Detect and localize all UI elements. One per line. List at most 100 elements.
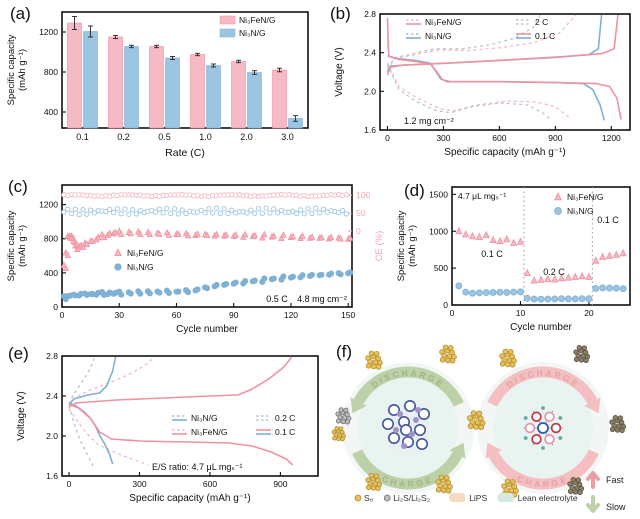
f-legend-label: S₈ bbox=[364, 493, 374, 503]
panel-c-chart: 0 30 60 90 120 150 0 400 800 1200 Cycle number Spec… bbox=[6, 184, 385, 335]
y-tick: 2.8 bbox=[46, 351, 58, 361]
f-legend-label: LiPS bbox=[469, 493, 487, 503]
particle-cluster bbox=[609, 414, 627, 434]
legend-label: 2 C bbox=[535, 17, 548, 27]
x-tick: 90 bbox=[229, 310, 239, 320]
x-axis-label: Specific capacity (mAh g⁻¹) bbox=[444, 147, 565, 158]
curve-Ni₃FeN/G 0.1C charge bbox=[386, 14, 619, 76]
curve-Ni₃FeN/G 2C discharge bbox=[386, 62, 571, 119]
x-tick: 0 bbox=[67, 479, 72, 489]
x-tick: 1200 bbox=[602, 133, 621, 143]
lips-swatch bbox=[449, 493, 466, 502]
x-tick: 3.0 bbox=[281, 132, 294, 142]
x-tick: 0.5 bbox=[158, 132, 171, 142]
bar bbox=[83, 31, 98, 129]
particle-cluster bbox=[331, 426, 346, 442]
particle-cluster bbox=[467, 410, 486, 431]
y-tick: 1200 bbox=[39, 200, 58, 210]
x-tick: 0 bbox=[385, 133, 390, 143]
curve-Ni₃N/G 2C charge bbox=[386, 14, 541, 69]
bar bbox=[124, 46, 139, 129]
bar bbox=[231, 61, 246, 129]
legend-swatch bbox=[219, 15, 236, 25]
y-tick: 1500 bbox=[429, 189, 448, 199]
curve-Ni₃N/G 2C discharge bbox=[386, 64, 553, 121]
x-tick: 0.1 bbox=[76, 132, 89, 142]
cycle-arrow-arc bbox=[353, 366, 464, 407]
x-tick: 120 bbox=[284, 310, 298, 320]
x-tick: 30 bbox=[115, 310, 125, 320]
curve-Ni₃FeN/G 0.1C discharge bbox=[386, 17, 622, 120]
panel-e: (e) 0 300 600 900 1.6 2.0 2.4 2.8 Specific capac… bbox=[0, 340, 330, 519]
x-tick: 300 bbox=[436, 133, 450, 143]
cycle-arrow-arc bbox=[352, 449, 463, 490]
panel-f: (f) DISCHARGE CHARGE DISCHARGE CHARGE Fast Sl… bbox=[330, 340, 640, 519]
annotation: E/S ratio: 4.7 μL mgₛ⁻¹ bbox=[152, 462, 243, 472]
lean-swatch bbox=[497, 493, 514, 502]
legend-label: Ni₃FeN/G bbox=[567, 192, 604, 202]
x-axis-label: Specific capacity (mAh g⁻¹) bbox=[129, 493, 250, 504]
slow-label: Slow bbox=[606, 502, 626, 512]
annotation: 1.2 mg cm⁻² bbox=[404, 116, 454, 126]
plot-frame bbox=[379, 13, 631, 131]
x-tick: 20 bbox=[584, 308, 594, 318]
y-tick: 2.0 bbox=[364, 86, 376, 96]
curve-Ni₃FeN/G 0.2C charge bbox=[68, 356, 156, 406]
fast-arrow-icon bbox=[586, 471, 600, 489]
particle-cluster bbox=[335, 407, 352, 425]
y-tick: 2.4 bbox=[46, 391, 58, 401]
li2s-icon bbox=[383, 494, 391, 502]
annotation: 4.7 μL mgₛ⁻¹ bbox=[458, 191, 506, 201]
plot-frame bbox=[61, 355, 319, 477]
catalyst-molecule-right bbox=[523, 406, 563, 450]
curve-Ni₃FeN/G 0.1C charge bbox=[68, 356, 293, 408]
legend-label: Ni₃FeN/G bbox=[239, 15, 276, 25]
particle-cluster bbox=[365, 472, 383, 492]
panel-c: (c) 0 30 60 90 120 150 0 400 800 1200 Cycle number… bbox=[0, 175, 392, 340]
panel-b-chart: 0 300 600 900 1200 1.6 2.0 2.4 2.8 Specific capac… bbox=[334, 9, 631, 158]
bar bbox=[206, 65, 221, 129]
cycle-arrow-head bbox=[449, 442, 466, 459]
y-tick: 2.0 bbox=[46, 431, 58, 441]
x-tick: 300 bbox=[132, 479, 146, 489]
y-tick: 1000 bbox=[429, 226, 448, 236]
legend-label: Ni₃N/G bbox=[239, 28, 266, 38]
x-tick: 0.2 bbox=[117, 132, 130, 142]
y-tick: 400 bbox=[44, 268, 58, 278]
panel-d-chart: 0 10 20 0 500 1000 1500 Cycle number Specific ca… bbox=[396, 186, 631, 333]
panel-c-label: (c) bbox=[8, 177, 28, 196]
cycle-arrow-arc bbox=[487, 366, 598, 407]
f-legend-label: Lean electrolyte bbox=[518, 493, 578, 503]
particle-cluster bbox=[573, 344, 591, 364]
particle-cluster bbox=[435, 474, 453, 494]
y-tick: 1.6 bbox=[46, 471, 58, 481]
y-tick: 2.4 bbox=[364, 48, 376, 58]
annotation: 4.8 mg cm⁻² bbox=[297, 294, 347, 304]
particle-cluster bbox=[439, 344, 457, 364]
y-tick: 1.6 bbox=[364, 125, 376, 135]
bar bbox=[190, 54, 205, 129]
panel-d: (d) 0 10 20 0 500 1000 1500 Cycle number Specifi… bbox=[392, 175, 640, 340]
y-tick: 800 bbox=[44, 234, 58, 244]
y-tick: 0 bbox=[443, 300, 448, 310]
slow-arrow-icon bbox=[586, 495, 600, 513]
particle-cluster bbox=[567, 476, 585, 496]
bar bbox=[108, 36, 123, 129]
legend-label: Ni₃FeN/G bbox=[127, 248, 164, 258]
particle-cluster bbox=[499, 348, 517, 368]
fast-label: Fast bbox=[606, 475, 624, 485]
curve-Ni₃N/G 0.2C discharge bbox=[68, 405, 94, 467]
bar bbox=[149, 46, 164, 129]
right-axis-label: CE (%) bbox=[374, 231, 385, 262]
legend-label: Ni₃N/G bbox=[191, 413, 218, 423]
x-tick: 900 bbox=[548, 133, 562, 143]
bar bbox=[165, 57, 180, 129]
y-axis-label: Specific capacity bbox=[6, 34, 17, 105]
x-tick: 600 bbox=[492, 133, 506, 143]
legend-label: 0.1 C bbox=[275, 427, 295, 437]
panel-d-label: (d) bbox=[404, 181, 425, 200]
s8-icon bbox=[354, 494, 362, 502]
cycle-arrow-head bbox=[584, 397, 601, 414]
right-tick: 0 bbox=[356, 226, 361, 236]
